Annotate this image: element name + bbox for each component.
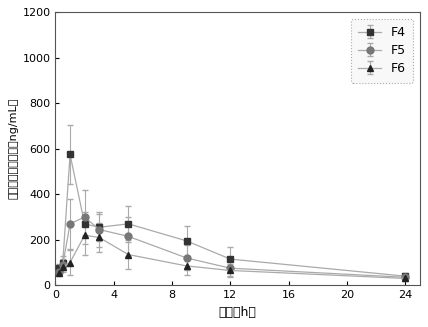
Legend: F4, F5, F6: F4, F5, F6 xyxy=(351,19,413,83)
Y-axis label: 紫杉醇血浆中浓度（ng/mL）: 紫杉醇血浆中浓度（ng/mL） xyxy=(8,98,18,199)
X-axis label: 时间（h）: 时间（h） xyxy=(219,306,256,319)
